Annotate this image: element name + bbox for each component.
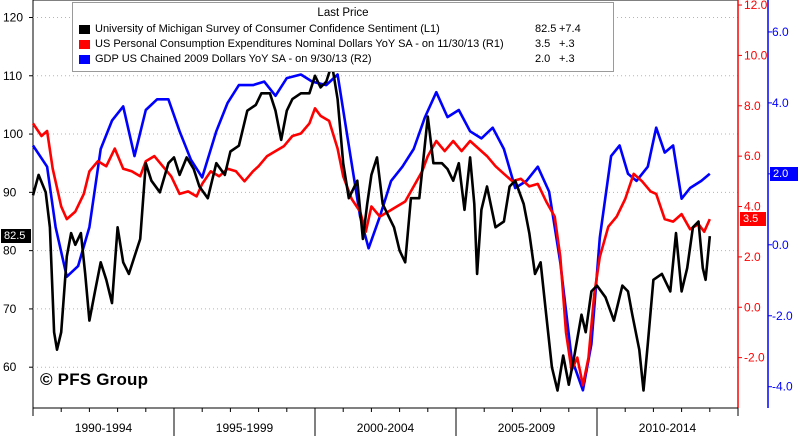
left-axis-tick-label: 60: [3, 360, 17, 374]
legend-change: +.3: [559, 53, 575, 65]
left-axis-tick-label: 120: [3, 10, 23, 24]
series-line-sentiment: [31, 62, 712, 392]
left-axis-tick-label: 110: [3, 69, 22, 83]
legend-entry-sentiment: University of Michigan Survey of Consume…: [73, 22, 613, 37]
legend-label: US Personal Consumption Expenditures Nom…: [95, 38, 504, 50]
legend-swatch-red: [79, 40, 90, 49]
right-axis-blue-tick-label: -2.0: [772, 309, 793, 323]
right-axis-red-tick-label: 0.0: [744, 300, 761, 314]
last-value-tag-gdp: 2.0: [770, 166, 798, 181]
right-axis-red-tick-label: 12.0: [744, 0, 768, 12]
x-axis-period-label: 1995-1999: [216, 421, 274, 435]
left-axis-tick-label: 80: [3, 244, 17, 258]
legend-swatch-black: [79, 25, 90, 34]
axes: 60 70 80 90 100 110 120 -2.0 0.0 2.0 4.0 6.0 8.0 10.0…: [3, 0, 793, 408]
right-axis-blue-tick-label: 0.0: [772, 238, 789, 252]
legend-last-value: 3.5: [535, 38, 551, 50]
watermark: © PFS Group: [40, 370, 149, 389]
legend-swatch-blue: [79, 55, 90, 64]
x-axis: 1990-1994 1995-1999 2000-2004 2005-2009 2010…: [32, 407, 739, 436]
legend-last-value: 82.5: [535, 23, 557, 35]
x-axis-period-label: 2005-2009: [498, 421, 556, 435]
left-axis-tick-label: 90: [3, 185, 17, 199]
legend-label: University of Michigan Survey of Consume…: [95, 23, 440, 35]
legend-last-value: 2.0: [535, 53, 551, 65]
right-axis-blue-tick-label: 6.0: [772, 25, 789, 39]
series-layer: [31, 62, 712, 392]
left-axis-tick-label: 100: [3, 127, 23, 141]
series-line-pce: [31, 107, 711, 387]
x-axis-period-label: 2010-2014: [639, 421, 697, 435]
x-axis-period-label: 1990-1994: [75, 421, 133, 435]
right-axis-red-tick-label: 8.0: [744, 99, 761, 113]
right-axis-red-tick-label: 4.0: [744, 200, 761, 214]
legend-change: +.3: [559, 38, 575, 50]
legend-entry-gdp: GDP US Chained 2009 Dollars YoY SA - on …: [73, 52, 613, 67]
x-axis-period-label: 2000-2004: [357, 421, 415, 435]
series-line-gdp: [31, 73, 711, 392]
legend-change: +7.4: [559, 23, 581, 35]
legend-entry-pce: US Personal Consumption Expenditures Nom…: [73, 37, 613, 52]
right-axis-red-tick-label: -2.0: [744, 351, 765, 365]
right-axis-red-tick-label: 10.0: [744, 48, 768, 62]
left-axis-tick-label: 70: [3, 302, 17, 316]
legend-title: Last Price: [317, 7, 369, 19]
last-value-tag-pce: 3.5: [740, 212, 766, 227]
right-axis-blue-tick-label: -4.0: [772, 380, 793, 394]
legend-label: GDP US Chained 2009 Dollars YoY SA - on …: [95, 53, 372, 65]
right-axis-red-tick-label: 2.0: [744, 250, 761, 264]
last-value-tag-sentiment: 82.5: [1, 229, 31, 244]
right-axis-red-tick-label: 6.0: [744, 149, 761, 163]
right-axis-blue-tick-label: 4.0: [772, 96, 789, 110]
legend: Last Price University of Michigan Survey…: [72, 2, 614, 72]
